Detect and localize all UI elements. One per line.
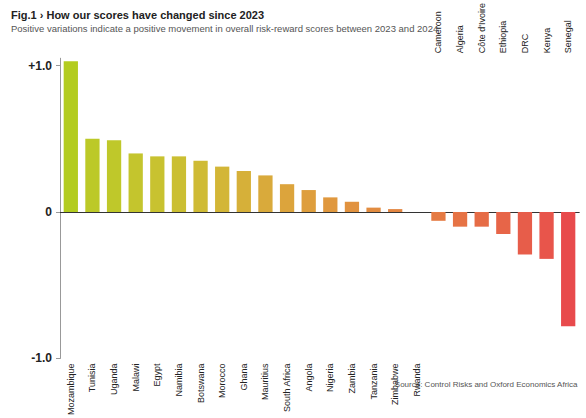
svg-text:Rwanda: Rwanda (412, 363, 422, 396)
svg-text:Zambia: Zambia (347, 363, 357, 393)
svg-text:Botswana: Botswana (196, 363, 206, 403)
svg-text:-1.0: -1.0 (31, 351, 52, 365)
svg-text:0: 0 (45, 205, 52, 219)
svg-text:Malawi: Malawi (131, 363, 141, 391)
svg-text:+1.0: +1.0 (28, 59, 52, 73)
svg-text:Zimbabwe: Zimbabwe (390, 363, 400, 405)
svg-text:Ghana: Ghana (239, 363, 249, 390)
svg-text:Morocco: Morocco (217, 363, 227, 398)
svg-text:Cameroon: Cameroon (433, 11, 444, 54)
svg-text:Côte d'Ivoire: Côte d'Ivoire (477, 3, 487, 53)
svg-text:Kenya: Kenya (542, 28, 552, 54)
svg-text:DRC: DRC (520, 33, 530, 53)
svg-text:Source: Control Risks and Oxfo: Source: Control Risks and Oxford Economi… (395, 380, 578, 389)
svg-text:Mozambique: Mozambique (66, 363, 76, 415)
svg-text:Tunisia: Tunisia (87, 363, 97, 392)
svg-text:Uganda: Uganda (109, 363, 119, 395)
svg-text:Ethiopia: Ethiopia (498, 21, 508, 54)
svg-text:Mauritius: Mauritius (260, 363, 270, 400)
svg-text:Angola: Angola (304, 363, 314, 391)
svg-text:Positive variations indicate a: Positive variations indicate a positive … (11, 23, 438, 34)
svg-text:Senegal: Senegal (563, 20, 573, 53)
svg-text:Namibia: Namibia (174, 363, 184, 396)
svg-text:Algeria: Algeria (455, 25, 465, 53)
svg-text:South Africa: South Africa (282, 363, 292, 412)
svg-text:Egypt: Egypt (152, 363, 162, 387)
svg-text:Tanzania: Tanzania (369, 363, 379, 399)
svg-text:Fig.1 › How our scores have ch: Fig.1 › How our scores have changed sinc… (11, 9, 264, 21)
svg-text:Nigeria: Nigeria (325, 363, 335, 392)
